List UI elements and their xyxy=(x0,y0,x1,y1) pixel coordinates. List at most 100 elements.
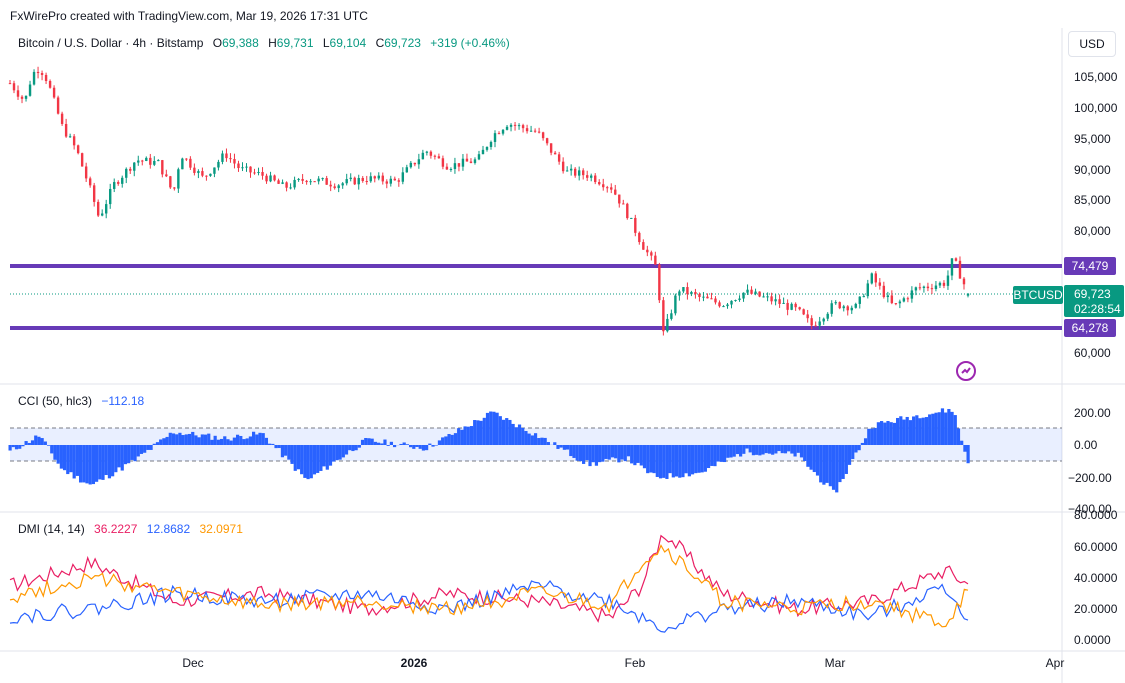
cci-bar xyxy=(825,445,829,483)
cci-bar xyxy=(290,445,294,464)
dmi-minus-value: 12.8682 xyxy=(146,522,191,536)
candle-body xyxy=(493,133,497,142)
cci-bar xyxy=(306,445,310,480)
candle-body xyxy=(938,282,942,286)
cci-bar xyxy=(386,445,390,446)
candle-body xyxy=(786,302,789,310)
candle-body xyxy=(157,160,160,162)
cci-bar xyxy=(928,414,932,445)
candle-body xyxy=(638,232,641,243)
cci-bar xyxy=(700,445,704,473)
candle-body xyxy=(373,176,376,179)
cci-tick: −400.00 xyxy=(1068,502,1112,516)
cci-bar xyxy=(376,442,381,445)
cci-bar xyxy=(582,445,586,464)
cci-bar xyxy=(537,438,541,445)
cci-bar xyxy=(325,445,329,470)
cci-bar xyxy=(168,432,172,445)
credit-header: FxWirePro created with TradingView.com, … xyxy=(10,9,368,23)
currency-button[interactable]: USD xyxy=(1068,31,1116,57)
candle-body xyxy=(533,130,537,132)
resistance-label-bg xyxy=(1064,257,1116,275)
candle-body xyxy=(618,194,621,204)
candle-body xyxy=(44,74,48,81)
cci-bar xyxy=(11,445,15,448)
cci-bar xyxy=(232,437,236,445)
candle-body xyxy=(910,290,914,299)
dmi-tick: 80.0000 xyxy=(1074,508,1118,522)
cci-bar xyxy=(847,445,852,465)
candle-body xyxy=(285,182,288,188)
candle-body xyxy=(32,71,36,85)
candle-body xyxy=(594,175,597,183)
candle-body xyxy=(265,175,268,182)
candle-body xyxy=(105,204,108,214)
candle-body xyxy=(36,71,40,74)
cci-bar xyxy=(37,436,41,445)
sparkle-icon[interactable] xyxy=(956,361,976,381)
candle-body xyxy=(662,300,665,332)
dmi-adx-line xyxy=(9,544,969,628)
cci-bar xyxy=(889,422,893,445)
cci-bar xyxy=(229,440,233,445)
candle-body xyxy=(489,141,493,147)
time-label: 2026 xyxy=(401,656,428,670)
cci-bar xyxy=(646,445,650,474)
candle-body xyxy=(694,291,697,295)
cci-bar xyxy=(357,445,361,448)
candle-body xyxy=(678,291,681,296)
cci-bar xyxy=(617,445,621,463)
candle-body xyxy=(309,181,312,183)
candle-body xyxy=(505,126,509,130)
candle-body xyxy=(109,188,112,205)
cci-bar xyxy=(88,445,92,485)
cci-bar xyxy=(505,418,509,445)
candle-body xyxy=(60,113,64,124)
candle-body xyxy=(421,152,425,160)
cci-bar xyxy=(498,416,502,445)
cci-bar xyxy=(312,445,317,475)
candle-body xyxy=(610,187,613,190)
candle-body xyxy=(76,145,80,154)
candle-body xyxy=(850,307,853,311)
cci-bar xyxy=(562,445,566,450)
cci-bar xyxy=(335,445,339,461)
cci-bar xyxy=(607,445,611,460)
ohlc-low: L69,104 xyxy=(322,36,367,50)
candle-body xyxy=(738,298,741,301)
candle-body xyxy=(389,178,392,184)
candle-body xyxy=(401,172,405,182)
candle-body xyxy=(646,249,649,253)
cci-bar xyxy=(908,420,913,445)
candle-body xyxy=(806,314,809,319)
candle-body xyxy=(24,95,28,99)
cci-bar xyxy=(783,445,788,454)
cci-bar xyxy=(838,445,842,483)
cci-bar xyxy=(130,445,134,460)
candle-body xyxy=(654,255,657,265)
cci-bar xyxy=(409,445,413,448)
cci-bar xyxy=(322,445,326,467)
candle-body xyxy=(20,96,24,99)
candle-body xyxy=(313,181,316,183)
candle-body xyxy=(650,252,653,256)
candle-body xyxy=(461,158,465,167)
cci-bar xyxy=(146,445,150,450)
cci-bar xyxy=(716,445,720,462)
candle-body xyxy=(100,213,104,216)
candle-body xyxy=(297,178,300,180)
cci-bar xyxy=(777,445,781,452)
cci-bar xyxy=(947,408,951,445)
cci-bar xyxy=(508,419,512,445)
candle-body xyxy=(642,242,645,250)
candle-body xyxy=(794,303,797,308)
countdown-label: 02:28:54 xyxy=(1074,302,1121,316)
cci-bar xyxy=(966,445,970,464)
candle-body xyxy=(365,181,368,183)
cci-bar xyxy=(876,422,880,445)
cci-bar xyxy=(934,412,938,445)
cci-bar xyxy=(268,443,272,445)
cci-bar xyxy=(543,437,547,445)
